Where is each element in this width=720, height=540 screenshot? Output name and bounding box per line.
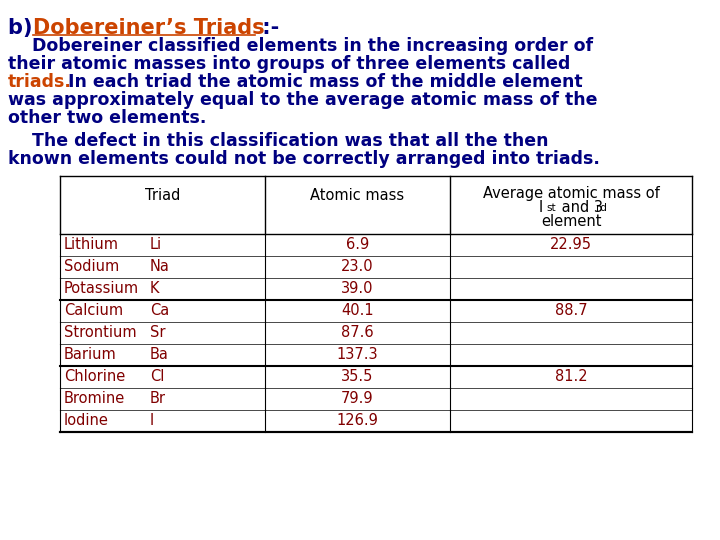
Text: 88.7: 88.7 [554,303,588,318]
Text: 40.1: 40.1 [341,303,374,318]
Text: triads.: triads. [8,73,72,91]
Text: other two elements.: other two elements. [8,109,207,127]
Text: Sodium: Sodium [64,259,120,274]
Text: b): b) [8,18,40,38]
Text: element: element [541,214,601,229]
Text: Ba: Ba [150,347,169,362]
Text: Li: Li [150,237,162,252]
Text: Dobereiner classified elements in the increasing order of: Dobereiner classified elements in the in… [8,37,593,55]
Text: Cl: Cl [150,369,164,384]
Text: their atomic masses into groups of three elements called: their atomic masses into groups of three… [8,55,570,73]
Text: Calcium: Calcium [64,303,123,318]
Text: Chlorine: Chlorine [64,369,125,384]
Text: :-: :- [255,18,279,38]
Text: Lithium: Lithium [64,237,119,252]
Text: Triad: Triad [145,188,180,204]
Text: and 3: and 3 [557,200,603,215]
Text: The defect in this classification was that all the then: The defect in this classification was th… [8,132,549,150]
Text: 87.6: 87.6 [341,325,374,340]
Text: Barium: Barium [64,347,117,362]
Text: Strontium: Strontium [64,325,137,340]
Text: Potassium: Potassium [64,281,139,296]
Text: Dobereiner’s Triads: Dobereiner’s Triads [33,18,265,38]
Text: 126.9: 126.9 [336,413,379,428]
Text: 22.95: 22.95 [550,237,592,252]
Text: Br: Br [150,391,166,406]
Text: I: I [539,200,544,215]
Text: In each triad the atomic mass of the middle element: In each triad the atomic mass of the mid… [62,73,582,91]
Text: 81.2: 81.2 [554,369,588,384]
Text: 6.9: 6.9 [346,237,369,252]
Text: 23.0: 23.0 [341,259,374,274]
Text: 39.0: 39.0 [341,281,374,296]
Text: Ca: Ca [150,303,169,318]
Text: 35.5: 35.5 [341,369,374,384]
Text: Atomic mass: Atomic mass [310,188,405,204]
Text: Average atomic mass of: Average atomic mass of [482,186,660,201]
Text: Iodine: Iodine [64,413,109,428]
Text: I: I [150,413,154,428]
Text: known elements could not be correctly arranged into triads.: known elements could not be correctly ar… [8,150,600,168]
Text: K: K [150,281,160,296]
Text: rd: rd [596,203,607,213]
Text: was approximately equal to the average atomic mass of the: was approximately equal to the average a… [8,91,598,109]
Text: st: st [546,203,556,213]
Text: 79.9: 79.9 [341,391,374,406]
Text: Bromine: Bromine [64,391,125,406]
Text: 137.3: 137.3 [337,347,378,362]
Text: Na: Na [150,259,170,274]
Text: Sr: Sr [150,325,166,340]
